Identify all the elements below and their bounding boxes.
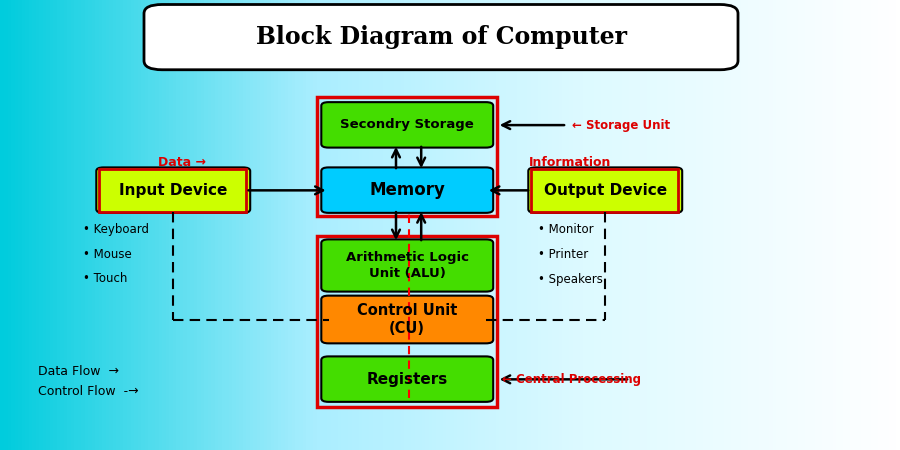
Text: Input Device: Input Device [119,183,228,198]
FancyBboxPatch shape [144,4,738,70]
Text: Data →: Data → [158,156,205,168]
Text: ← Central Processing: ← Central Processing [502,373,641,386]
FancyBboxPatch shape [321,167,493,213]
Text: • Monitor: • Monitor [538,223,594,236]
Text: Control Flow  -→: Control Flow -→ [38,385,139,398]
FancyBboxPatch shape [96,167,250,213]
Text: ← Storage Unit: ← Storage Unit [572,119,670,131]
Text: • Speakers: • Speakers [538,273,603,285]
Text: • Touch: • Touch [83,273,127,285]
FancyBboxPatch shape [528,167,682,213]
FancyBboxPatch shape [321,296,493,343]
Text: Memory: Memory [369,181,446,199]
Text: • Mouse: • Mouse [83,248,131,261]
Text: Registers: Registers [366,372,448,387]
Text: Data Flow  →: Data Flow → [38,365,119,378]
Bar [317,97,497,216]
Text: Arithmetic Logic
Unit (ALU): Arithmetic Logic Unit (ALU) [346,252,469,279]
Bar [317,236,497,407]
Bar [531,169,678,212]
Text: Secondry Storage: Secondry Storage [340,118,474,131]
Text: Information: Information [529,156,612,168]
FancyBboxPatch shape [321,102,493,148]
Text: Block Diagram of Computer: Block Diagram of Computer [256,25,626,49]
Text: • Keyboard: • Keyboard [83,223,148,236]
FancyBboxPatch shape [321,239,493,292]
Text: Output Device: Output Device [544,183,667,198]
FancyBboxPatch shape [321,356,493,402]
Bar [99,169,246,212]
Text: Control Unit
(CU): Control Unit (CU) [357,303,457,336]
Text: • Printer: • Printer [538,248,589,261]
